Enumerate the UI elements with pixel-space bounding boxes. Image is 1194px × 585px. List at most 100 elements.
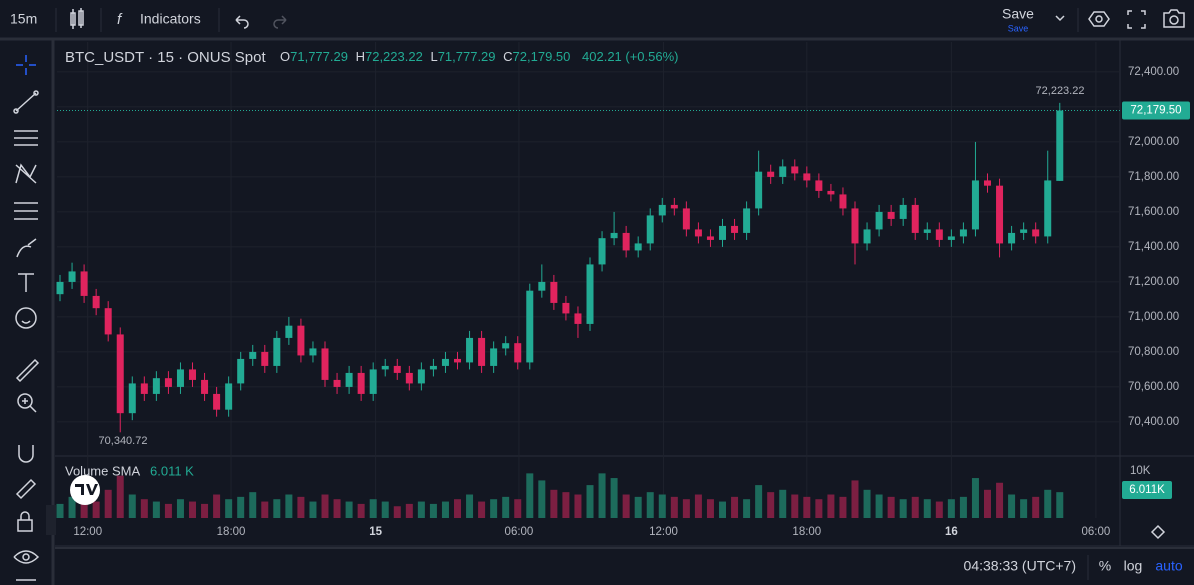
volume-bar [128,494,136,518]
drawing-tools[interactable] [13,55,40,581]
candle-body [417,369,425,384]
volume-bar [984,489,992,518]
low-marker: 70,340.72 [99,435,148,447]
last-price-badge [1122,101,1190,120]
volume-bar [658,494,666,518]
fullscreen-button[interactable] [1127,10,1146,29]
volume-bar [321,494,329,518]
axis-settings[interactable] [1150,524,1166,540]
volume-bar [923,499,931,518]
candle-body [92,295,100,309]
candle-body [622,232,630,251]
settings-button[interactable] [1088,11,1110,27]
undo-button[interactable] [235,15,249,29]
volume-bar [971,478,979,518]
candle-body [947,236,955,240]
save-button[interactable]: Save [1002,6,1034,22]
volume-bar [478,501,486,518]
volume-bar [550,489,558,518]
volume-bar [502,496,510,518]
volume-bar [261,501,269,518]
candle-body [682,208,690,230]
candle-body [1008,232,1016,244]
candle-body [598,238,606,265]
candle-body [164,378,172,387]
candle-body [309,348,317,356]
redo-button[interactable] [273,15,287,29]
volume-bar [827,494,835,518]
candle-body [574,313,582,324]
y-tick-label: 71,800.00 [1128,171,1179,183]
logo [70,475,100,505]
volume-bar [731,496,739,518]
volume-bar [1056,492,1064,518]
volume-bar [634,496,642,518]
volume-bar [598,473,606,518]
volume-bar [935,501,943,518]
candle-body [767,171,775,177]
candle-body [176,369,184,387]
volume-bar [1044,489,1052,518]
chart-type-button[interactable] [70,8,84,29]
volume-bar [682,499,690,518]
volume-bar [56,503,64,518]
y-tick-label: 70,800.00 [1128,346,1179,358]
volume-bar [429,503,437,518]
candle-body [839,194,847,209]
save-menu[interactable] [1055,15,1065,22]
interval-button[interactable]: 15m [10,11,37,27]
candle-body [887,211,895,219]
volume-bar [225,499,233,518]
x-tick-label: 12:00 [649,526,678,538]
candle-body [429,365,437,370]
candle-body [393,365,401,373]
candle-body [369,369,377,394]
c-label: C [503,49,512,64]
candle-body [779,166,787,177]
screenshot-button[interactable] [1163,9,1185,28]
candle-body [935,229,943,240]
candle-body [984,180,992,186]
candle-body [249,351,257,359]
x-tick-label: 15 [369,526,382,538]
x-tick-label: 18:00 [217,526,246,538]
collapse-handle[interactable] [46,505,56,535]
candle-body [875,211,883,230]
candle-body [911,204,919,233]
volume-bar [68,496,76,518]
auto-toggle[interactable]: auto [1155,558,1182,574]
candle-body [490,348,498,366]
volume-bar [538,480,546,518]
change-value: 402.21 (+0.56%) [582,49,678,64]
y-tick-label: 70,600.00 [1128,381,1179,393]
h-label: H [356,49,365,64]
volume-bar [526,473,534,518]
volume-bar [646,492,654,518]
candle-body [815,180,823,191]
volume-bar [393,506,401,518]
candle-body [1044,180,1052,237]
volume-bar [441,501,449,518]
percent-toggle[interactable]: % [1099,558,1111,574]
volume-bar [851,480,859,518]
candle-body [923,229,931,233]
volume-bar [80,494,88,518]
y-tick-label: 71,400.00 [1128,241,1179,253]
indicators-button[interactable]: Indicators [140,11,201,27]
volume-bar [562,492,570,518]
y-tick-label: 71,200.00 [1128,276,1179,288]
y-tick-label: 71,600.00 [1128,206,1179,218]
volume-bar [791,494,799,518]
volume-bar [357,503,365,518]
volume-bar [297,496,305,518]
candle-body [1056,110,1064,181]
volume-bar [694,494,702,518]
log-toggle[interactable]: log [1124,558,1143,574]
candle-body [731,225,739,233]
y-tick-label: 72,400.00 [1128,66,1179,78]
volume-bar [996,482,1004,518]
volume-bar [176,499,184,518]
candle-body [526,290,534,363]
settings-dot [1095,15,1103,23]
